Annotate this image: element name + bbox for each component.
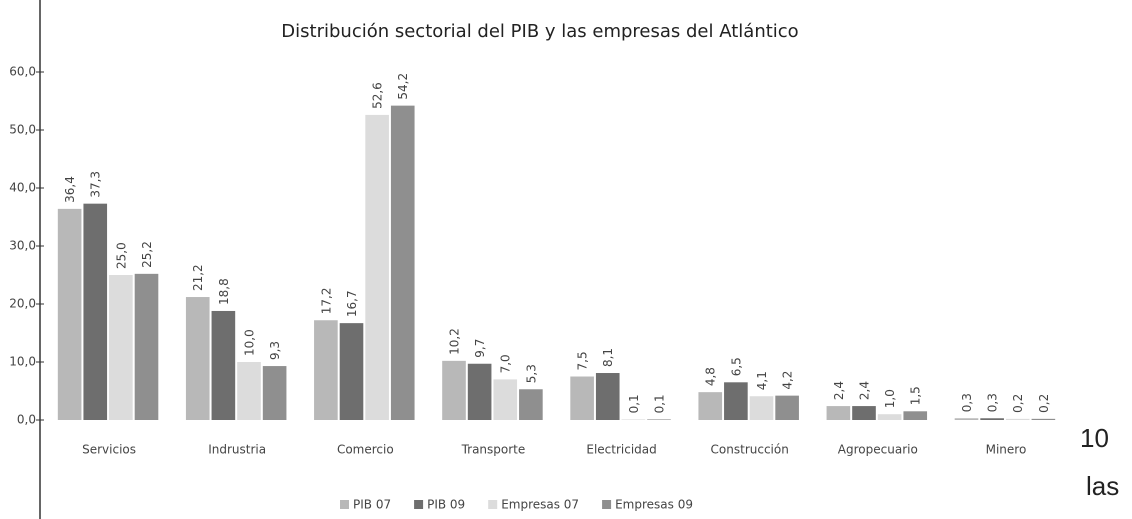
x-tick-label: Indrustria (208, 443, 266, 457)
data-label: 2,4 (832, 381, 846, 400)
bar (852, 406, 876, 420)
data-label: 10,2 (448, 328, 462, 355)
data-label: 9,7 (473, 339, 487, 358)
bar (980, 418, 1004, 420)
bar (237, 362, 261, 420)
legend-label: Empresas 07 (501, 498, 579, 512)
legend-label: Empresas 09 (615, 498, 693, 512)
data-label: 6,5 (729, 357, 743, 376)
bar (185, 297, 210, 420)
legend-swatch (488, 500, 498, 509)
bar (57, 208, 82, 420)
data-label: 7,0 (499, 354, 513, 373)
data-label: 0,2 (1011, 394, 1025, 413)
bar (826, 406, 851, 420)
bar (467, 363, 492, 420)
bar (724, 382, 748, 420)
data-label: 8,1 (601, 348, 615, 367)
bar (339, 323, 364, 420)
bar (595, 373, 620, 420)
bar (365, 114, 389, 421)
bar (954, 418, 979, 420)
bar (1031, 418, 1056, 420)
bar (749, 396, 774, 420)
bar (314, 320, 338, 420)
y-tick-label: 0,0 (17, 413, 36, 427)
y-tick-label: 20,0 (9, 297, 36, 311)
data-label: 0,3 (960, 393, 974, 412)
bar (877, 414, 902, 420)
data-label: 52,6 (371, 82, 385, 109)
data-label: 10,0 (243, 329, 257, 356)
data-label: 17,2 (319, 288, 333, 315)
data-label: 2,4 (858, 381, 872, 400)
data-label: 1,0 (883, 389, 897, 408)
bar (775, 395, 799, 420)
data-label: 25,0 (114, 242, 128, 269)
x-tick-label: Agropecuario (838, 443, 918, 457)
data-label: 21,2 (191, 264, 205, 291)
bar (647, 419, 671, 420)
x-tick-label: Comercio (337, 443, 394, 457)
y-tick-label: 40,0 (9, 181, 36, 195)
data-label: 18,8 (217, 278, 231, 305)
x-tick-label: Servicios (82, 443, 136, 457)
data-label: 0,3 (986, 393, 1000, 412)
bar (442, 360, 466, 420)
bar (621, 419, 646, 420)
data-label: 1,5 (909, 386, 923, 405)
data-label: 5,3 (524, 364, 538, 383)
legend-swatch (414, 500, 424, 509)
x-tick-label: Construcción (711, 443, 789, 457)
y-tick-label: 50,0 (9, 123, 36, 137)
bar (493, 379, 518, 420)
data-label: 0,1 (653, 394, 667, 413)
x-tick-label: Minero (986, 443, 1027, 457)
bar (109, 275, 133, 420)
bar (1005, 418, 1030, 420)
data-label: 4,2 (781, 371, 795, 390)
bar (134, 273, 159, 420)
data-label: 9,3 (268, 341, 282, 360)
data-label: 25,2 (140, 241, 154, 268)
bar (211, 310, 236, 420)
y-tick-label: 60,0 (9, 65, 36, 79)
data-label: 4,1 (755, 371, 769, 390)
side-text: las (1086, 471, 1119, 501)
legend-label: PIB 09 (427, 498, 465, 512)
data-label: 0,2 (1037, 394, 1051, 413)
y-tick-label: 10,0 (9, 355, 36, 369)
data-label: 54,2 (396, 73, 410, 100)
legend-label: PIB 07 (353, 498, 391, 512)
data-label: 16,7 (345, 290, 359, 317)
bar (262, 366, 287, 420)
data-label: 37,3 (89, 171, 103, 198)
data-label: 4,8 (704, 367, 718, 386)
bar (903, 411, 928, 420)
bar (519, 389, 543, 420)
data-label: 36,4 (63, 176, 77, 203)
y-tick-label: 30,0 (9, 239, 36, 253)
bar (698, 392, 723, 420)
bar (570, 376, 594, 420)
data-label: 7,5 (576, 351, 590, 370)
legend-swatch (340, 500, 349, 509)
side-text: 10 (1080, 423, 1109, 453)
x-tick-label: Electricidad (586, 443, 656, 457)
bar (83, 203, 108, 420)
x-tick-label: Transporte (461, 443, 526, 457)
bar (390, 105, 415, 420)
legend-swatch (602, 500, 612, 509)
data-label: 0,1 (627, 394, 641, 413)
chart-title: Distribución sectorial del PIB y las emp… (281, 21, 798, 42)
